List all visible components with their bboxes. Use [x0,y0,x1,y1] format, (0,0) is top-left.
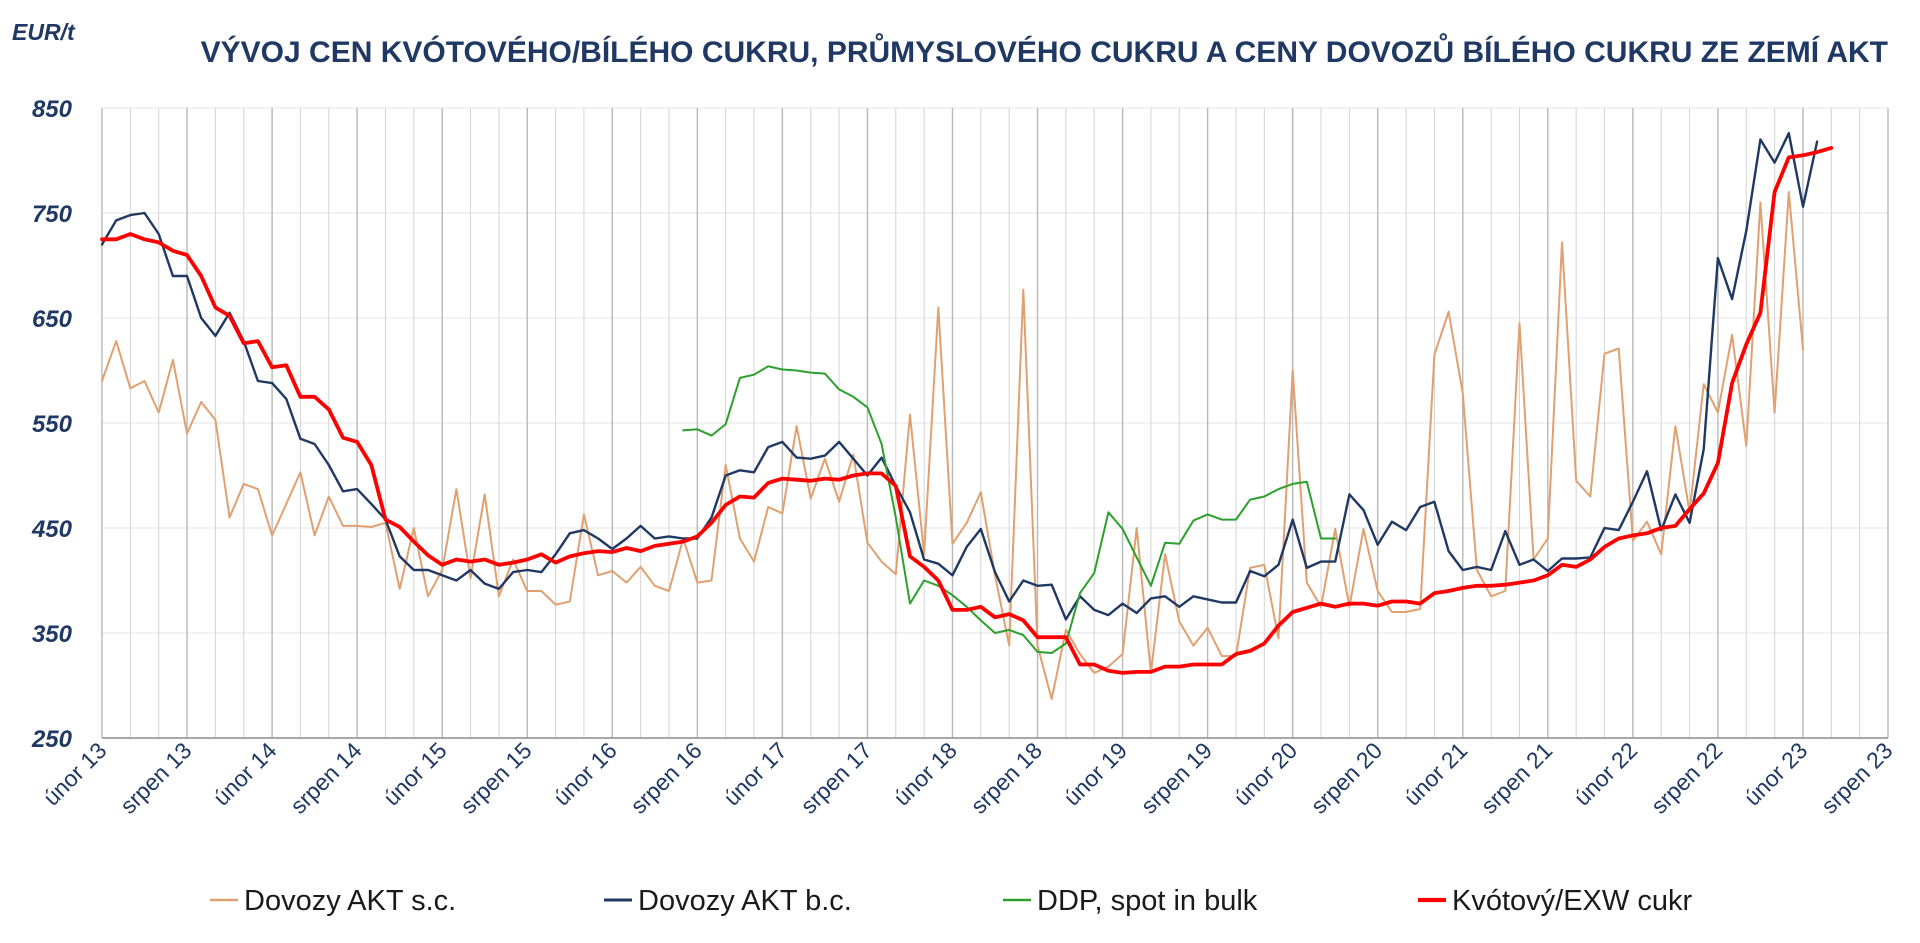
legend-label-4: Kvótový/EXW cukr [1452,885,1692,917]
y-tick-label: 550 [32,411,73,438]
x-tick-label: únor 15 [378,737,452,811]
series-line-2 [100,131,1819,621]
legend: Dovozy AKT s.c. Dovozy AKT b.c. DDP, spot … [210,885,1692,917]
y-axis-unit-label: EUR/t [12,19,76,45]
grid-layer [101,107,1889,739]
x-tick-label: únor 17 [718,737,792,811]
series-layer [100,131,1834,701]
legend-label-2: Dovozy AKT b.c. [638,885,852,917]
x-tick-label: únor 21 [1399,737,1473,811]
x-tick-label: únor 14 [208,737,282,811]
y-tick-label: 350 [32,621,73,648]
y-tick-label: 650 [32,306,73,333]
y-tick-label: 450 [31,516,73,543]
chart-title: VÝVOJ CEN KVÓTOVÉHO/BÍLÉHO CUKRU, PRŮMYS… [201,33,1888,69]
x-tick-label: srpen 18 [965,737,1047,819]
y-tick-label: 250 [31,726,73,753]
y-tick-label: 850 [32,96,73,123]
x-tick-label: únor 20 [1229,737,1303,811]
series-line-4 [100,145,1834,675]
x-tick-label: srpen 21 [1476,737,1558,819]
x-tick-label: srpen 17 [795,737,877,819]
x-tick-label: únor 18 [888,737,962,811]
x-tick-label: srpen 14 [285,737,367,819]
legend-label-1: Dovozy AKT s.c. [244,885,456,917]
x-tick-label: srpen 23 [1816,737,1898,819]
x-tick-label: srpen 16 [625,737,707,819]
x-tick-label: únor 22 [1569,737,1643,811]
x-tick-label: únor 16 [548,737,622,811]
x-tick-label: únor 23 [1739,737,1813,811]
x-tick-label: srpen 19 [1135,737,1217,819]
y-tick-label: 750 [32,201,73,228]
x-tick-label: srpen 13 [115,737,197,819]
series-line-3 [682,365,1337,654]
x-tick-label: srpen 15 [455,737,537,819]
x-tick-label: srpen 22 [1646,737,1728,819]
legend-label-3: DDP, spot in bulk [1037,885,1258,917]
x-tick-label: srpen 20 [1306,737,1388,819]
x-tick-label: únor 19 [1059,737,1133,811]
